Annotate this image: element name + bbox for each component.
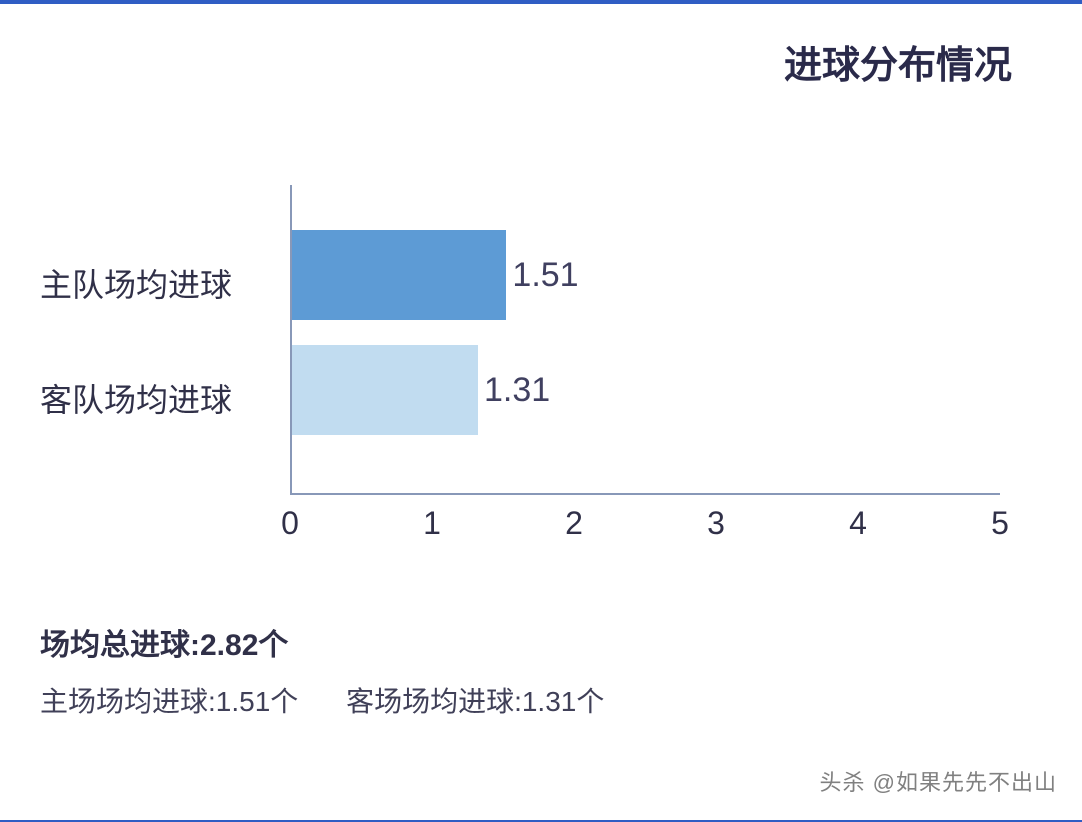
chart-title: 进球分布情况 — [0, 4, 1082, 89]
x-tick-4: 4 — [849, 505, 867, 542]
bar-away: 1.31 — [292, 345, 550, 435]
chart-area: 1.51 1.31 0 1 2 3 4 5 — [290, 185, 1052, 545]
summary-detail: 主场场均进球:1.51个 客场场均进球:1.31个 — [40, 680, 644, 720]
bar-rect-home — [292, 230, 506, 320]
summary-total: 场均总进球:2.82个 — [40, 620, 644, 664]
y-label-home: 主队场均进球 — [40, 260, 232, 306]
bar-value-home: 1.51 — [512, 256, 578, 295]
plot-area: 1.51 1.31 — [290, 185, 1000, 495]
x-tick-3: 3 — [707, 505, 725, 542]
x-tick-1: 1 — [423, 505, 441, 542]
y-label-away: 客队场均进球 — [40, 375, 232, 421]
x-tick-5: 5 — [991, 505, 1009, 542]
x-tick-2: 2 — [565, 505, 583, 542]
bar-home: 1.51 — [292, 230, 579, 320]
summary-away: 客场场均进球:1.31个 — [346, 686, 604, 717]
watermark: 头杀 @如果先先不出山 — [820, 765, 1057, 797]
x-tick-0: 0 — [281, 505, 299, 542]
summary-home: 主场场均进球:1.51个 — [40, 686, 298, 717]
summary-block: 场均总进球:2.82个 主场场均进球:1.51个 客场场均进球:1.31个 — [40, 620, 644, 720]
bar-value-away: 1.31 — [484, 371, 550, 410]
bar-rect-away — [292, 345, 478, 435]
